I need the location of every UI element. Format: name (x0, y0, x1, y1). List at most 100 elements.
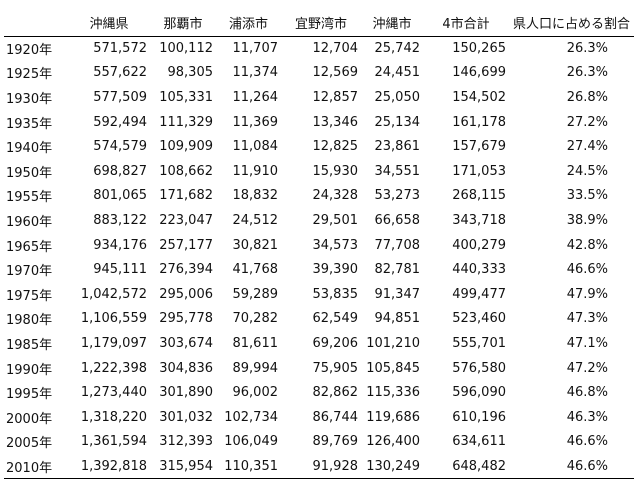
table-row: 1950年 698,827 108,662 11,910 15,930 34,551 171… (4, 159, 634, 184)
four-city-total-cell: 157,679 (452, 139, 506, 155)
four-city-total-cell: 150,265 (452, 41, 506, 57)
share-cell: 27.2% (566, 114, 608, 130)
okinawa-prefecture-cell: 698,827 (93, 163, 147, 179)
four-city-total-cell: 440,333 (452, 262, 506, 278)
share-cell: 26.8% (566, 89, 608, 105)
urasoe-city-cell: 30,821 (232, 237, 279, 253)
table-row: 1970年 945,111 276,394 41,768 39,390 82,781 440… (4, 257, 634, 282)
urasoe-city-cell: 11,910 (232, 163, 279, 179)
four-city-total-cell: 400,279 (452, 237, 506, 253)
ginowan-city-cell: 53,835 (312, 286, 359, 302)
okinawa-city-cell: 77,708 (374, 237, 421, 253)
okinawa-city-cell: 130,249 (361, 454, 423, 480)
year-cell: 1925年 (6, 67, 53, 83)
naha-city-cell: 312,393 (159, 434, 213, 450)
okinawa-city-cell: 119,686 (366, 409, 420, 425)
urasoe-city-cell: 110,351 (216, 454, 281, 480)
table-row: 1990年 1,222,398 304,836 89,994 75,905 105,845… (4, 356, 634, 381)
urasoe-city-cell: 102,734 (224, 409, 278, 425)
share-cell: 27.4% (566, 139, 608, 155)
four-city-total-cell: 343,718 (452, 212, 506, 228)
okinawa-city-cell: 24,451 (374, 65, 421, 81)
ginowan-city-cell: 34,573 (312, 237, 359, 253)
ginowan-city-cell: 69,206 (312, 335, 359, 351)
ginowan-city-cell: 89,769 (312, 434, 359, 450)
table-row: 1965年 934,176 257,177 30,821 34,573 77,708 400… (4, 233, 634, 258)
urasoe-city-cell: 106,049 (224, 434, 278, 450)
okinawa-prefecture-cell: 945,111 (93, 262, 147, 278)
four-city-total-cell: 268,115 (452, 188, 506, 204)
ginowan-city-cell: 86,744 (312, 409, 359, 425)
share-cell: 46.6% (566, 434, 608, 450)
urasoe-city-cell: 11,374 (232, 65, 279, 81)
naha-city-cell: 111,329 (159, 114, 213, 130)
ginowan-city-cell: 13,346 (312, 114, 359, 130)
table-row: 2010年 1,392,818 315,954 110,351 91,928 130,24… (4, 454, 634, 480)
column-header-naha-city: 那覇市 (150, 10, 216, 37)
ginowan-city-cell: 75,905 (312, 360, 359, 376)
okinawa-prefecture-cell: 1,179,097 (80, 335, 147, 351)
four-city-total-cell: 523,460 (452, 311, 506, 327)
urasoe-city-cell: 24,512 (232, 212, 279, 228)
table-row: 1925年 557,622 98,305 11,374 12,569 24,451 146,… (4, 61, 634, 86)
naha-city-cell: 301,032 (159, 409, 213, 425)
okinawa-prefecture-cell: 1,222,398 (80, 360, 147, 376)
four-city-total-cell: 555,701 (452, 335, 506, 351)
table-row: 1960年 883,122 223,047 24,512 29,501 66,658 343… (4, 208, 634, 233)
urasoe-city-cell: 81,611 (232, 335, 279, 351)
four-city-total-cell: 171,053 (452, 163, 506, 179)
okinawa-prefecture-cell: 934,176 (93, 237, 147, 253)
okinawa-city-cell: 91,347 (374, 286, 421, 302)
share-cell: 47.1% (566, 335, 608, 351)
naha-city-cell: 108,662 (159, 163, 213, 179)
four-city-total-cell: 610,196 (452, 409, 506, 425)
year-cell: 1980年 (6, 313, 53, 329)
ginowan-city-cell: 82,862 (312, 385, 359, 401)
population-table: 沖縄県 那覇市 浦添市 宜野湾市 沖縄市 4市合計 県人口に占める割合 1920… (4, 10, 634, 480)
ginowan-city-cell: 12,704 (312, 41, 359, 57)
share-cell: 26.3% (566, 65, 608, 81)
header-row: 沖縄県 那覇市 浦添市 宜野湾市 沖縄市 4市合計 県人口に占める割合 (4, 10, 634, 37)
okinawa-prefecture-cell: 883,122 (93, 212, 147, 228)
okinawa-city-cell: 25,134 (374, 114, 421, 130)
column-header-four-city-total: 4市合計 (423, 10, 509, 37)
okinawa-city-cell: 94,851 (374, 311, 421, 327)
okinawa-city-cell: 25,742 (374, 41, 421, 57)
ginowan-city-cell: 62,549 (312, 311, 359, 327)
table-row: 2005年 1,361,594 312,393 106,049 89,769 126,40… (4, 430, 634, 455)
year-cell: 1955年 (6, 190, 53, 206)
table-row: 2000年 1,318,220 301,032 102,734 86,744 119,68… (4, 405, 634, 430)
naha-city-cell: 109,909 (159, 139, 213, 155)
table-row: 1920年 571,572 100,112 11,707 12,704 25,742 150… (4, 36, 634, 61)
column-header-okinawa-city: 沖縄市 (361, 10, 423, 37)
four-city-total-cell: 154,502 (452, 89, 506, 105)
column-header-okinawa-prefecture: 沖縄県 (68, 10, 150, 37)
year-cell: 1975年 (6, 288, 53, 304)
year-cell: 1940年 (6, 141, 53, 157)
four-city-total-cell: 146,699 (452, 65, 506, 81)
column-header-share-of-prefecture: 県人口に占める割合 (509, 10, 634, 37)
okinawa-prefecture-cell: 577,509 (93, 89, 147, 105)
okinawa-prefecture-cell: 1,042,572 (80, 286, 147, 302)
naha-city-cell: 171,682 (159, 188, 213, 204)
okinawa-city-cell: 101,210 (366, 335, 420, 351)
naha-city-cell: 223,047 (159, 212, 213, 228)
four-city-total-cell: 576,580 (452, 360, 506, 376)
urasoe-city-cell: 96,002 (232, 385, 279, 401)
year-cell: 1995年 (6, 387, 53, 403)
column-header-urasoe-city: 浦添市 (216, 10, 281, 37)
ginowan-city-cell: 24,328 (312, 188, 359, 204)
four-city-total-cell: 161,178 (452, 114, 506, 130)
naha-city-cell: 276,394 (159, 262, 213, 278)
naha-city-cell: 100,112 (159, 41, 213, 57)
urasoe-city-cell: 41,768 (232, 262, 279, 278)
okinawa-prefecture-cell: 592,494 (93, 114, 147, 130)
year-cell: 1960年 (6, 214, 53, 230)
okinawa-city-cell: 23,861 (374, 139, 421, 155)
okinawa-city-cell: 115,336 (366, 385, 420, 401)
year-cell: 2000年 (6, 411, 53, 427)
table-row: 1975年 1,042,572 295,006 59,289 53,835 91,347 4… (4, 282, 634, 307)
share-cell: 46.3% (566, 409, 608, 425)
urasoe-city-cell: 89,994 (232, 360, 279, 376)
naha-city-cell: 295,778 (159, 311, 213, 327)
